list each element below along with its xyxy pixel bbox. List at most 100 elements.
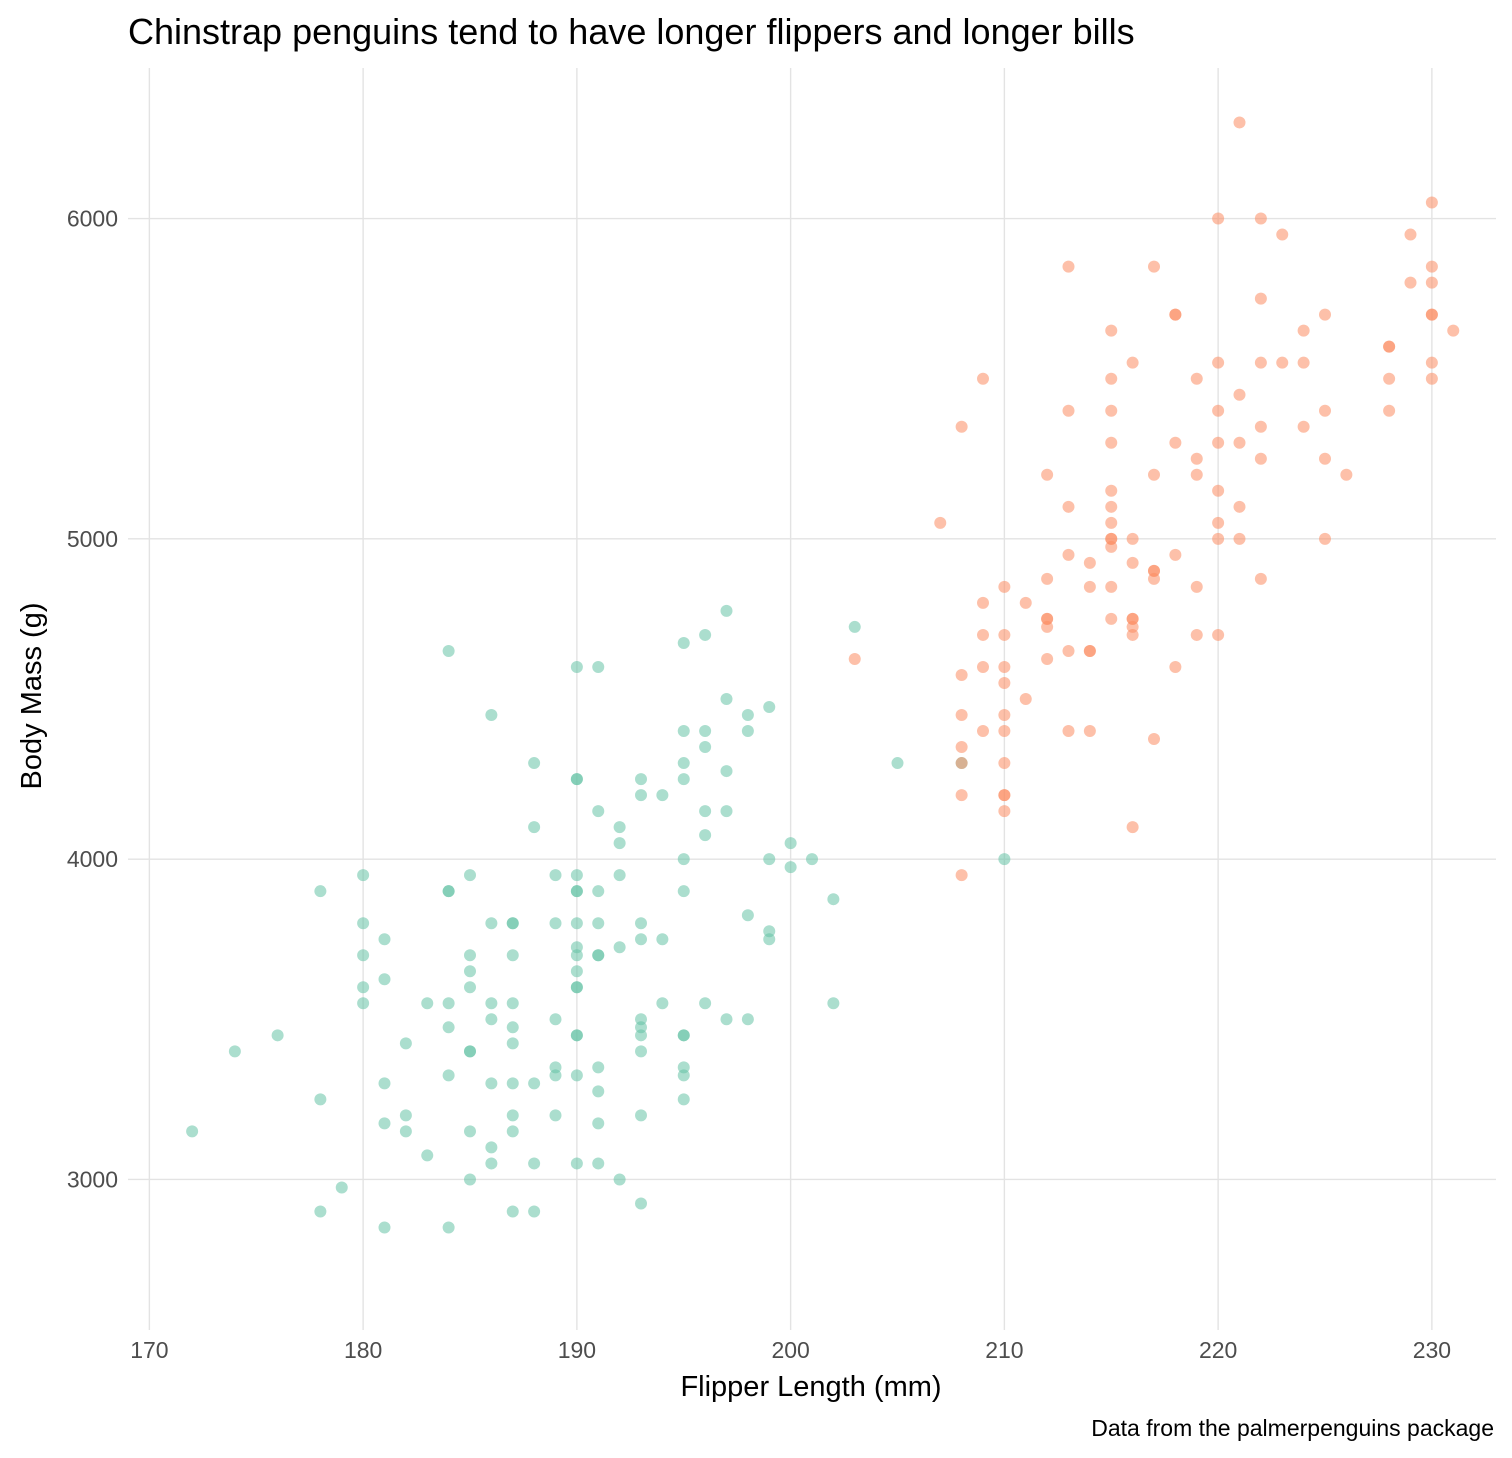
data-point-series-1 bbox=[570, 869, 583, 882]
data-point-series-2 bbox=[1148, 260, 1160, 273]
data-point-series-1 bbox=[528, 757, 541, 770]
data-point-series-1 bbox=[570, 949, 583, 962]
x-tick-label: 190 bbox=[558, 1337, 596, 1363]
data-point-series-1 bbox=[528, 1157, 541, 1170]
data-point-series-1 bbox=[442, 1069, 455, 1082]
data-point-series-1 bbox=[741, 709, 754, 722]
data-point-series-1 bbox=[570, 1029, 583, 1042]
data-point-series-1 bbox=[570, 885, 583, 898]
data-point-series-2 bbox=[1233, 116, 1246, 129]
data-point-series-1 bbox=[506, 1021, 519, 1034]
data-point-series-1 bbox=[677, 1069, 690, 1082]
data-point-series-2 bbox=[1126, 556, 1139, 569]
data-point-series-2 bbox=[1041, 620, 1054, 633]
data-point-series-1 bbox=[186, 1125, 199, 1138]
data-point-series-1 bbox=[570, 917, 583, 930]
data-point-series-1 bbox=[570, 1157, 583, 1170]
data-point-series-1 bbox=[592, 1117, 605, 1130]
data-point-series-1 bbox=[635, 789, 647, 802]
data-point-series-2 bbox=[934, 516, 947, 529]
data-point-series-2 bbox=[1062, 500, 1075, 513]
data-point-series-2 bbox=[1105, 484, 1118, 497]
data-point-series-2 bbox=[1212, 404, 1225, 417]
data-point-series-2 bbox=[1062, 404, 1075, 417]
data-point-series-1 bbox=[506, 917, 519, 930]
data-point-series-1 bbox=[378, 1117, 391, 1130]
data-point-series-1 bbox=[635, 1197, 647, 1210]
data-point-series-1 bbox=[592, 660, 605, 673]
data-point-series-1 bbox=[506, 1205, 519, 1218]
data-point-series-1 bbox=[442, 1021, 455, 1034]
data-point-series-2 bbox=[1083, 580, 1096, 593]
data-point-series-2 bbox=[1254, 212, 1267, 225]
data-point-series-1 bbox=[677, 636, 690, 649]
data-point-series-1 bbox=[506, 1077, 519, 1090]
data-point-series-1 bbox=[442, 1221, 455, 1234]
y-tick-label: 6000 bbox=[67, 206, 118, 232]
data-point-series-2 bbox=[998, 628, 1011, 641]
data-point-series-2 bbox=[977, 596, 989, 609]
data-point-series-2 bbox=[1105, 516, 1118, 529]
y-tick-label: 3000 bbox=[67, 1166, 118, 1192]
data-point-series-2 bbox=[1169, 548, 1182, 561]
data-point-series-2 bbox=[1169, 660, 1182, 673]
data-point-series-1 bbox=[613, 869, 626, 882]
data-point-series-2 bbox=[1190, 452, 1203, 465]
data-point-series-1 bbox=[378, 933, 391, 946]
data-point-series-1 bbox=[613, 1173, 626, 1186]
data-point-series-1 bbox=[699, 805, 712, 818]
data-point-series-1 bbox=[848, 620, 861, 633]
data-point-series-2 bbox=[1190, 372, 1203, 385]
data-point-series-2 bbox=[998, 725, 1011, 738]
data-point-series-2 bbox=[1254, 452, 1267, 465]
data-point-series-1 bbox=[528, 1205, 541, 1218]
data-point-series-1 bbox=[549, 1013, 562, 1026]
data-point-series-2 bbox=[977, 660, 989, 673]
data-point-series-2 bbox=[1062, 548, 1075, 561]
data-point-series-1 bbox=[613, 941, 626, 954]
data-point-series-1 bbox=[314, 1093, 327, 1106]
data-point-series-1 bbox=[378, 1077, 391, 1090]
data-point-series-2 bbox=[1276, 356, 1289, 369]
data-point-series-1 bbox=[635, 1045, 647, 1058]
data-point-series-1 bbox=[635, 917, 647, 930]
data-point-series-1 bbox=[464, 1125, 476, 1138]
data-point-series-2 bbox=[1105, 500, 1118, 513]
data-point-series-1 bbox=[592, 917, 605, 930]
data-point-series-1 bbox=[827, 893, 840, 906]
data-point-series-2 bbox=[1190, 580, 1203, 593]
data-point-series-2 bbox=[1254, 420, 1267, 433]
data-point-series-2 bbox=[1297, 420, 1310, 433]
data-point-series-1 bbox=[228, 1045, 241, 1058]
data-point-series-2 bbox=[1083, 644, 1096, 657]
data-point-series-1 bbox=[464, 949, 476, 962]
x-tick-label: 210 bbox=[985, 1337, 1023, 1363]
data-point-series-2 bbox=[1319, 308, 1331, 321]
data-point-series-1 bbox=[741, 909, 754, 922]
data-point-series-1 bbox=[720, 604, 733, 617]
data-point-series-1 bbox=[335, 1181, 348, 1194]
data-point-series-1 bbox=[528, 1077, 541, 1090]
data-point-series-1 bbox=[677, 1029, 690, 1042]
data-point-series-2 bbox=[1340, 468, 1353, 481]
data-point-series-1 bbox=[421, 997, 434, 1010]
data-point-series-2 bbox=[1190, 468, 1203, 481]
gridlines bbox=[128, 68, 1496, 1330]
data-point-series-2 bbox=[1041, 468, 1054, 481]
data-point-series-1 bbox=[763, 701, 776, 714]
data-point-series-2 bbox=[848, 652, 861, 665]
data-point-series-1 bbox=[677, 885, 690, 898]
data-point-series-2 bbox=[998, 757, 1011, 770]
x-tick-label: 230 bbox=[1413, 1337, 1451, 1363]
data-point-series-1 bbox=[720, 765, 733, 778]
data-point-series-2 bbox=[1276, 228, 1289, 241]
data-point-series-1 bbox=[806, 853, 818, 866]
data-point-series-1 bbox=[485, 1157, 498, 1170]
data-point-series-2 bbox=[1105, 324, 1118, 337]
data-point-series-2 bbox=[1297, 356, 1310, 369]
data-point-series-1 bbox=[656, 997, 669, 1010]
data-point-series-2 bbox=[1212, 356, 1225, 369]
data-point-series-2 bbox=[1212, 532, 1225, 545]
data-point-series-2 bbox=[1254, 572, 1267, 585]
